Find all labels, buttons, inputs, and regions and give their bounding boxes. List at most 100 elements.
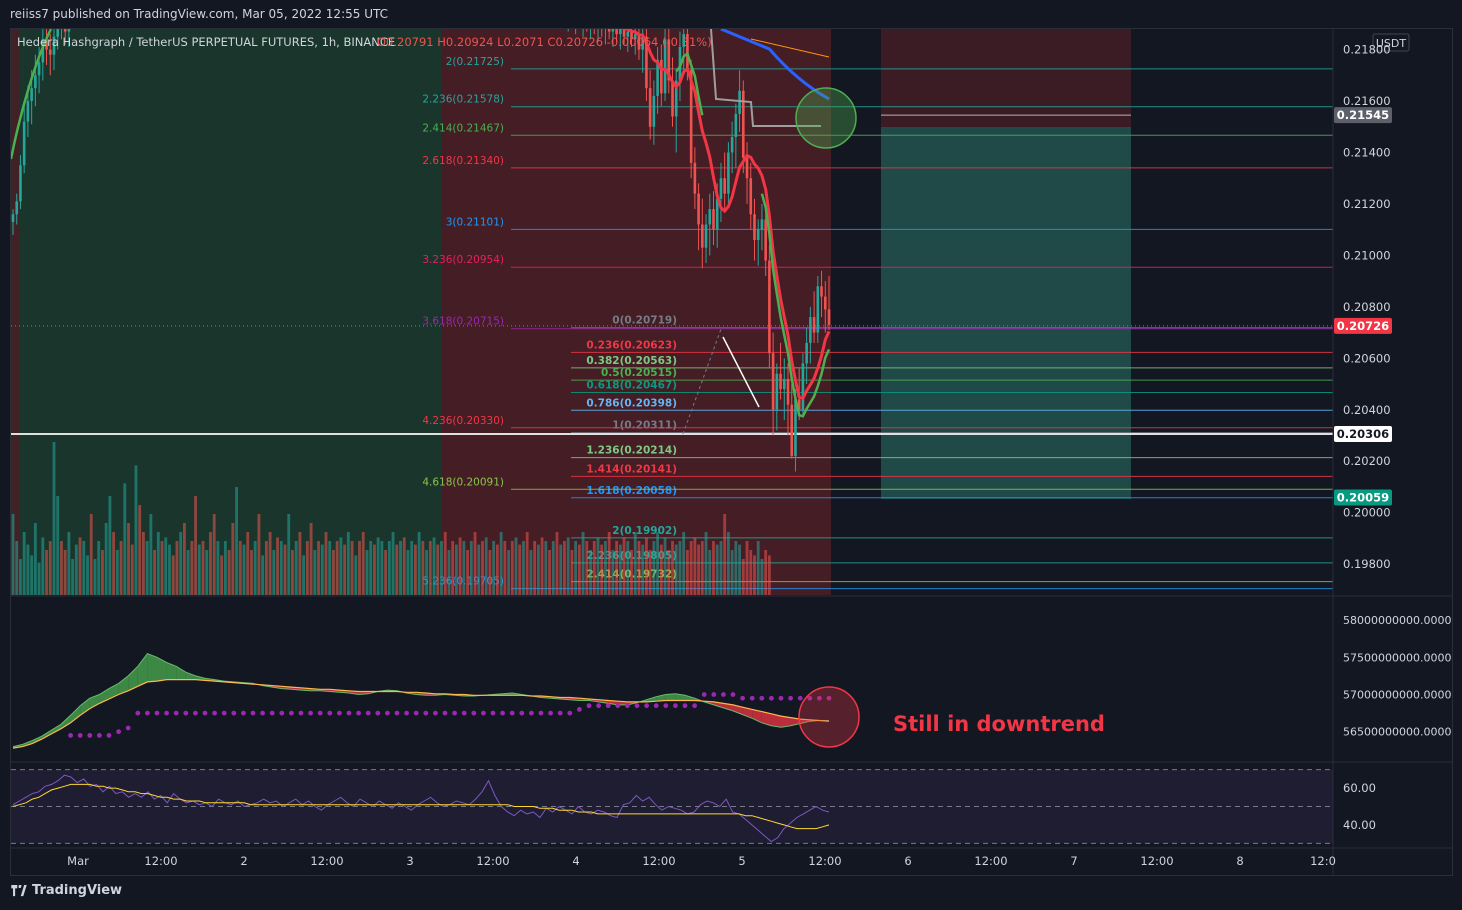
fib-dashed-line — [682, 328, 722, 435]
volume-bar — [302, 555, 306, 595]
obv-dot — [692, 703, 697, 709]
volume-bar — [555, 532, 559, 595]
volume-bar — [380, 541, 384, 595]
volume-bar — [473, 532, 477, 595]
chart-frame[interactable]: 0(0.20719) 0.236(0.20623) 0.382(0.20563) 0.… — [10, 28, 1453, 876]
obv-dot — [567, 710, 573, 716]
highlight-circle — [795, 87, 857, 149]
candle-body — [727, 152, 730, 194]
volume-bar — [283, 544, 287, 595]
volume-bar — [738, 544, 741, 595]
volume-bar — [101, 550, 104, 595]
obv-dot — [241, 710, 246, 716]
downtrend-annotation: Still in downtrend — [893, 712, 1105, 736]
obv-dot — [673, 703, 678, 709]
obv-dot — [106, 733, 112, 738]
volume-bar — [361, 532, 365, 595]
ma-green-line-2 — [760, 193, 831, 418]
volume-bar — [313, 550, 317, 595]
time-tick-label: 12:00 — [310, 854, 343, 868]
volume-bar — [235, 487, 238, 595]
volume-bar — [305, 541, 309, 595]
candle-body — [801, 363, 805, 410]
obv-dot — [452, 710, 457, 716]
volume-bar — [373, 544, 376, 595]
volume-bar — [454, 544, 458, 595]
volume-bar — [320, 544, 324, 595]
obv-dot — [221, 710, 227, 716]
target-zone — [881, 127, 1131, 499]
volume-bar — [115, 550, 119, 595]
obv-dot — [615, 703, 621, 709]
volume-bar — [533, 541, 537, 595]
price-marker-label: 0.20059 — [1337, 490, 1389, 504]
obv-dot — [577, 706, 582, 712]
obv-dot — [548, 710, 553, 716]
volume-bar — [37, 562, 41, 595]
candle-body — [607, 29, 611, 32]
volume-bar — [223, 541, 227, 595]
volume-bar — [71, 559, 75, 595]
volume-bar — [522, 541, 525, 595]
candle-body — [790, 404, 794, 457]
volume-bar — [26, 544, 30, 595]
obv-tick-label: 56500000000.00000 — [1343, 726, 1452, 739]
candle-body — [756, 229, 760, 240]
volume-bar — [618, 544, 622, 595]
chart-canvas[interactable]: 0(0.20719)0.236(0.20623)0.382(0.20563)0.… — [11, 29, 1452, 875]
candle-body — [820, 286, 823, 297]
volume-bar — [141, 532, 145, 595]
obv-fill-segment — [118, 675, 129, 695]
time-tick-label: 12:00 — [974, 854, 1007, 868]
fib-right-label: 0.786(0.20398) — [586, 397, 677, 409]
volume-bar — [633, 532, 637, 595]
price-tick-label: 0.19800 — [1343, 557, 1391, 571]
obv-dot — [375, 710, 381, 716]
volume-bar — [488, 550, 492, 595]
tradingview-brand: TradingView — [32, 883, 123, 898]
obv-dot — [730, 692, 736, 697]
obv-dot — [519, 710, 525, 716]
volume-bar — [291, 550, 294, 595]
currency-badge — [1372, 33, 1410, 52]
obv-fill-segment — [128, 666, 138, 691]
volume-bar — [656, 532, 660, 595]
volume-bar — [630, 550, 633, 595]
time-tick-label: 5 — [738, 854, 745, 868]
obv-dot — [97, 733, 102, 738]
volume-bar — [19, 559, 22, 595]
volume-bar — [600, 544, 604, 595]
volume-bar — [328, 541, 332, 595]
obv-fill-segment — [32, 736, 42, 744]
volume-bar — [376, 537, 380, 595]
price-tick-label: 0.21000 — [1343, 248, 1391, 262]
volume-bar — [253, 541, 257, 595]
obv-dot — [423, 710, 429, 716]
candle-body — [37, 62, 41, 76]
volume-bar — [596, 537, 600, 595]
volume-bar — [216, 541, 220, 595]
volume-bar — [369, 541, 373, 595]
volume-bar — [641, 544, 645, 595]
volume-bar — [715, 544, 719, 595]
volume-bar — [615, 541, 619, 595]
volume-bar — [15, 541, 19, 595]
candle-body — [764, 219, 767, 261]
ma-gray-line — [710, 29, 821, 127]
volume-bar — [760, 559, 764, 595]
candle-body — [782, 378, 786, 390]
candle-body — [22, 121, 26, 166]
publish-bar: reiiss7 published on TradingView.com, Ma… — [0, 0, 1462, 28]
volume-bar — [451, 541, 455, 595]
time-tick-label: 8 — [1236, 854, 1243, 868]
candle-body — [34, 75, 37, 89]
obv-dot — [634, 703, 640, 709]
fib-left-label: 4.236(0.20330) — [422, 415, 504, 427]
volume-bar — [238, 541, 242, 595]
obv-dot — [365, 710, 371, 716]
volume-bar — [734, 541, 738, 595]
obv-fill-segment — [781, 716, 791, 728]
volume-bar — [604, 541, 607, 595]
obv-dot — [529, 710, 534, 716]
obv-fill-segment — [761, 711, 772, 726]
